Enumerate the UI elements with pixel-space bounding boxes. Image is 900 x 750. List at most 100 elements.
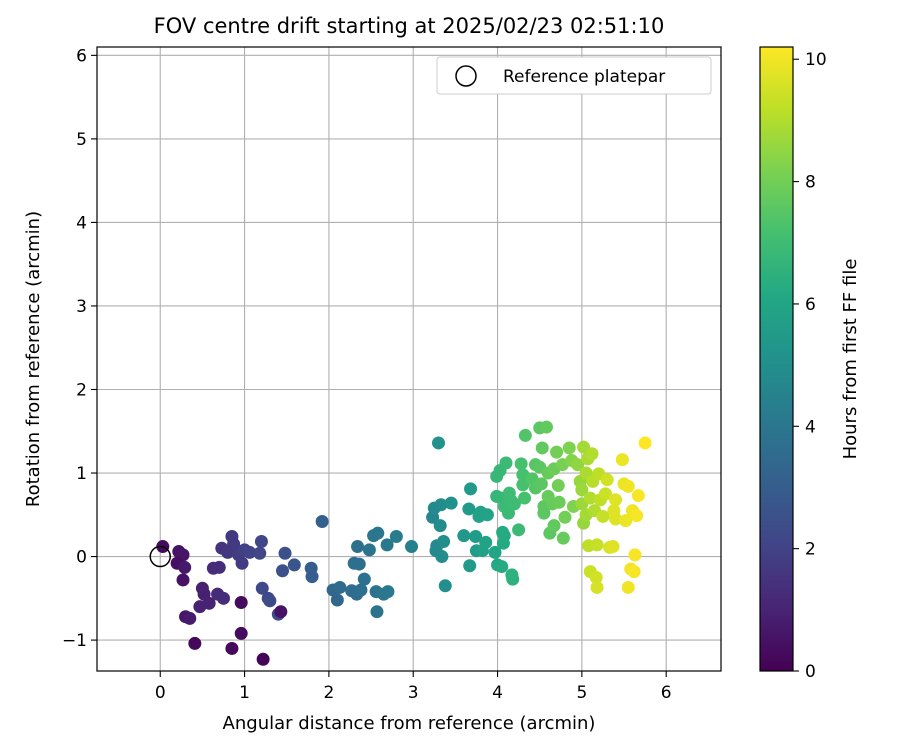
data-point: [518, 491, 532, 505]
data-point: [480, 508, 494, 522]
reference-platepar-marker: [149, 545, 171, 568]
data-point: [583, 491, 597, 505]
data-point: [212, 560, 226, 574]
y-tick-label: 4: [76, 213, 87, 233]
data-point: [352, 557, 366, 571]
data-point: [333, 580, 347, 594]
data-point: [609, 493, 623, 507]
data-point: [330, 593, 344, 607]
reference-marker: [149, 545, 171, 568]
data-point: [432, 436, 446, 450]
x-tick-label: 0: [155, 683, 166, 703]
grid: [97, 47, 721, 671]
y-tick-label: 2: [76, 380, 87, 400]
data-point: [598, 487, 612, 501]
y-axis-label: Rotation from reference (arcmin): [23, 211, 44, 507]
x-axis-label: Angular distance from reference (arcmin): [223, 713, 596, 734]
data-point: [630, 509, 644, 523]
data-point: [537, 506, 551, 520]
y-tick-label: 3: [76, 297, 87, 317]
data-point: [370, 605, 384, 619]
data-point: [176, 573, 190, 587]
y-tick-label: 6: [76, 46, 87, 66]
data-point: [627, 565, 641, 579]
data-point: [550, 445, 564, 459]
legend-box: [436, 56, 712, 95]
data-point: [512, 523, 526, 537]
data-point: [558, 510, 572, 524]
x-tick-label: 6: [661, 683, 672, 703]
data-point: [495, 560, 509, 574]
data-point: [389, 530, 403, 544]
data-point: [287, 558, 301, 572]
y-tick-label: 5: [76, 130, 87, 150]
data-point: [628, 548, 642, 562]
data-point: [216, 591, 230, 605]
colorbar-frame: [759, 46, 794, 672]
data-point: [276, 564, 290, 578]
data-point: [437, 535, 451, 549]
colorbar-label: Hours from first FF file: [840, 259, 861, 460]
x-tick-label: 4: [492, 683, 503, 703]
x-tick-label: 3: [408, 683, 419, 703]
colorbar-tick-label: 0: [805, 662, 816, 682]
data-point: [253, 546, 267, 560]
data-point: [234, 626, 248, 640]
x-tick-label: 1: [239, 683, 250, 703]
data-point: [499, 456, 513, 470]
data-point: [507, 497, 521, 511]
x-tick-label: 2: [323, 683, 334, 703]
data-point: [225, 641, 239, 655]
y-tick-label: 0: [76, 548, 87, 568]
legend-entry-label: Reference platepar: [503, 67, 665, 87]
data-point: [362, 543, 376, 557]
data-point: [469, 530, 483, 544]
data-point: [227, 537, 241, 551]
colorbar: 0 2 4 6 8 10 Hours from first FF file: [759, 46, 861, 682]
data-point: [600, 473, 614, 487]
data-point: [357, 572, 371, 586]
data-point: [435, 550, 449, 564]
data-point: [488, 545, 502, 559]
data-point: [516, 478, 530, 492]
data-point: [457, 529, 471, 543]
data-point: [571, 458, 585, 472]
data-point: [188, 636, 202, 650]
data-point: [381, 585, 395, 599]
data-point: [178, 560, 192, 574]
data-point: [202, 596, 216, 610]
plot-frame: [96, 46, 722, 672]
colorbar-tick-label: 8: [805, 173, 816, 193]
data-point: [547, 519, 561, 533]
data-point: [575, 483, 589, 497]
data-point: [539, 420, 553, 434]
x-tick-label: 5: [576, 683, 587, 703]
data-point: [562, 441, 576, 455]
data-point: [380, 538, 394, 552]
data-point: [534, 477, 548, 491]
data-point: [464, 482, 478, 496]
data-point: [438, 579, 452, 593]
data-point: [434, 498, 448, 512]
colorbar-tick-label: 6: [805, 295, 816, 315]
data-point: [535, 441, 549, 455]
data-point: [606, 540, 620, 554]
data-point: [354, 583, 368, 597]
data-point: [405, 540, 419, 554]
data-points: [156, 420, 652, 666]
data-point: [518, 428, 532, 442]
data-point: [631, 489, 645, 503]
y-tick-label: 1: [76, 464, 87, 484]
data-point: [278, 546, 292, 560]
data-point: [619, 514, 633, 528]
data-point: [585, 447, 599, 461]
data-point: [552, 495, 566, 509]
colorbar-ticks: 0 2 4 6 8 10: [793, 50, 827, 682]
data-point: [351, 540, 365, 554]
data-point: [243, 545, 257, 559]
legend-marker-open-circle: [455, 65, 477, 87]
data-point: [589, 570, 603, 584]
data-point: [274, 605, 288, 619]
data-point: [502, 506, 516, 520]
